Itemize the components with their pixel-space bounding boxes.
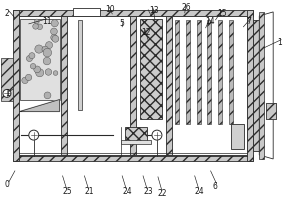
Circle shape [53, 71, 58, 75]
Polygon shape [20, 100, 60, 111]
Bar [121, 140, 151, 144]
Circle shape [26, 74, 32, 81]
Bar [248, 10, 253, 161]
Circle shape [42, 46, 48, 53]
Bar [186, 20, 190, 124]
Circle shape [45, 69, 52, 75]
Polygon shape [259, 12, 273, 159]
Circle shape [30, 63, 36, 69]
Bar [61, 16, 67, 155]
Text: 11: 11 [43, 17, 52, 26]
Circle shape [22, 77, 28, 84]
Text: 6: 6 [213, 182, 218, 191]
Bar [218, 20, 222, 124]
Bar [232, 124, 244, 149]
Circle shape [51, 28, 57, 35]
Circle shape [34, 66, 40, 73]
Text: 14: 14 [206, 17, 215, 26]
Bar [140, 19, 162, 119]
Text: 15: 15 [218, 9, 227, 18]
Bar [130, 16, 136, 155]
Circle shape [43, 48, 52, 57]
Bar [20, 19, 60, 100]
Bar [125, 127, 147, 141]
Circle shape [52, 35, 59, 42]
Bar [19, 16, 248, 155]
Text: 12: 12 [141, 28, 151, 37]
Text: 24: 24 [195, 187, 204, 196]
Text: 1: 1 [277, 38, 282, 47]
Text: 13: 13 [149, 6, 159, 15]
Circle shape [46, 42, 52, 49]
Bar [13, 10, 253, 16]
Text: 23: 23 [143, 187, 153, 196]
Text: 1: 1 [5, 89, 10, 98]
Text: 7: 7 [246, 17, 251, 26]
Circle shape [33, 24, 38, 29]
Text: 10: 10 [105, 5, 115, 14]
Circle shape [152, 130, 162, 140]
Bar [266, 103, 276, 119]
Text: 2: 2 [5, 9, 10, 18]
Bar [197, 20, 201, 124]
Bar [266, 103, 276, 119]
Text: 25: 25 [63, 187, 72, 196]
Bar [229, 20, 233, 124]
Bar [253, 20, 259, 151]
Text: 21: 21 [84, 187, 94, 196]
Circle shape [29, 53, 35, 59]
Bar [1, 58, 13, 101]
Text: 0: 0 [5, 180, 10, 189]
Circle shape [37, 24, 43, 30]
Circle shape [43, 57, 51, 65]
Text: 24: 24 [122, 187, 132, 196]
Circle shape [51, 34, 57, 41]
Text: 26: 26 [182, 3, 191, 12]
Circle shape [29, 130, 39, 140]
Bar [13, 155, 253, 161]
Bar [166, 16, 172, 155]
Circle shape [3, 89, 11, 97]
Text: 22: 22 [158, 189, 167, 198]
Circle shape [51, 20, 58, 27]
Bar [13, 10, 19, 161]
Bar [208, 20, 212, 124]
Circle shape [44, 92, 51, 99]
Circle shape [36, 69, 44, 77]
Circle shape [34, 19, 39, 24]
Circle shape [26, 55, 32, 62]
Text: 5: 5 [119, 19, 124, 28]
Bar [79, 20, 83, 110]
Bar [175, 20, 179, 124]
Bar [259, 12, 264, 159]
Circle shape [35, 45, 43, 53]
Bar [73, 8, 100, 16]
